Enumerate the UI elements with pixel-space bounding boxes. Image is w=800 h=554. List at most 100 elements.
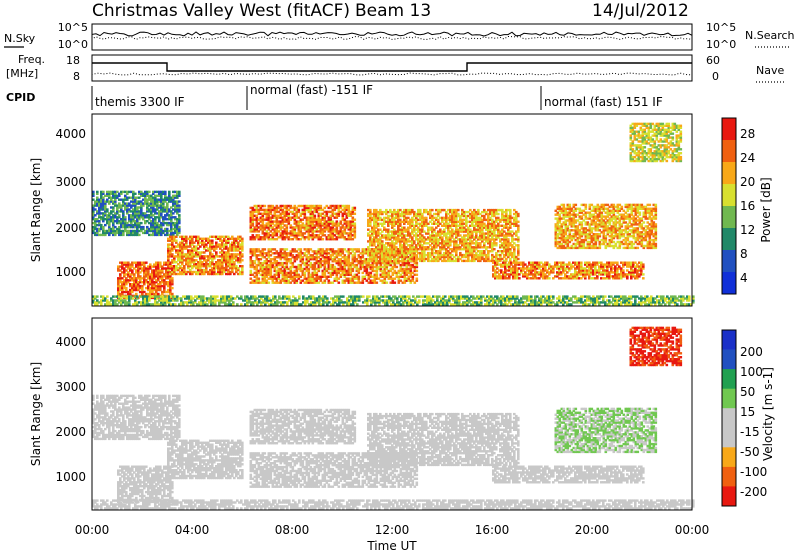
power-cell — [497, 212, 500, 216]
power-cell — [181, 245, 184, 248]
power-cell — [305, 208, 309, 212]
power-cell — [269, 273, 273, 276]
power-cell — [265, 260, 269, 263]
power-cell — [173, 239, 176, 242]
frequency-label-1: Freq. — [18, 53, 45, 66]
power-cell — [323, 260, 327, 263]
power-cell — [335, 238, 339, 241]
power-cell — [321, 228, 325, 231]
power-cell — [166, 204, 169, 207]
power-cell — [197, 263, 200, 266]
power-cell — [281, 204, 285, 208]
power-cell — [163, 263, 166, 266]
power-cell — [333, 265, 337, 269]
power-cell — [377, 234, 380, 237]
power-cell — [295, 226, 299, 229]
power-cell — [173, 272, 176, 276]
power-cell — [307, 230, 311, 233]
power-cell — [341, 281, 345, 284]
power-cell — [175, 239, 178, 242]
power-cell — [313, 281, 317, 284]
power-cell — [102, 208, 105, 211]
power-cell — [183, 259, 186, 262]
power-cell — [303, 277, 307, 280]
power-cell — [327, 236, 331, 239]
power-cell — [343, 254, 347, 257]
power-cell — [155, 275, 158, 278]
power-cell — [267, 256, 271, 259]
power-cell — [283, 279, 287, 282]
power-cell — [145, 273, 148, 276]
power-cell — [275, 210, 279, 214]
power-cell — [363, 261, 367, 265]
power-cell — [117, 269, 120, 272]
power-cell — [221, 251, 224, 254]
power-cell — [333, 256, 337, 259]
power-cell — [289, 230, 293, 233]
power-cell — [387, 253, 390, 257]
power-cell — [339, 275, 343, 278]
power-cell — [375, 222, 378, 225]
power-cell — [149, 286, 152, 290]
power-cell — [323, 279, 327, 282]
power-cell — [211, 245, 214, 248]
power-cell — [263, 212, 267, 215]
power-cell — [143, 261, 146, 264]
power-cell — [341, 267, 345, 271]
power-cell — [172, 194, 175, 197]
power-cell — [170, 200, 173, 203]
power-cell — [373, 265, 377, 269]
power-cell — [349, 210, 353, 214]
power-cell — [257, 250, 261, 253]
power-cell — [249, 261, 253, 265]
power-cell — [199, 241, 202, 244]
power-cell — [150, 202, 153, 205]
power-cell — [327, 248, 331, 251]
power-cell — [213, 245, 216, 248]
power-cell — [327, 206, 331, 210]
power-cell — [371, 279, 375, 282]
power-cell — [387, 252, 391, 255]
power-cell — [108, 223, 111, 227]
power-cell — [355, 248, 359, 251]
power-cell — [281, 208, 285, 212]
power-cell — [221, 259, 224, 262]
power-cell — [183, 272, 186, 276]
power-cell — [379, 244, 382, 247]
power-cell — [307, 224, 311, 227]
power-cell — [381, 244, 384, 247]
power-cell — [283, 275, 287, 278]
power-cell — [283, 212, 287, 215]
power-cell — [119, 277, 122, 280]
power-cell — [351, 238, 355, 241]
power-cell — [183, 265, 186, 268]
power-cell — [367, 275, 371, 278]
power-cell — [391, 265, 395, 269]
power-cell — [170, 220, 173, 223]
power-cell — [231, 259, 234, 262]
power-cell — [347, 214, 351, 217]
power-cell — [387, 261, 391, 265]
power-cell — [265, 281, 269, 284]
power-cell — [177, 266, 180, 270]
power-cell — [393, 271, 397, 275]
power-cell — [135, 263, 138, 266]
power-cell — [235, 241, 238, 244]
power-cell — [164, 192, 167, 195]
power-cell — [383, 236, 386, 239]
power-cell — [301, 267, 305, 271]
power-cell — [94, 231, 97, 235]
power-cell — [261, 254, 265, 257]
power-cell — [261, 212, 265, 215]
power-cell — [365, 258, 369, 261]
power-cell — [381, 275, 385, 278]
power-cell — [124, 227, 127, 231]
power-cell — [343, 260, 347, 263]
power-cell — [277, 277, 281, 280]
power-cell — [339, 261, 343, 265]
power-cell — [102, 225, 105, 229]
power-cell — [353, 230, 357, 233]
power-cell — [223, 268, 226, 272]
power-cell — [285, 236, 289, 239]
power-cell — [283, 218, 287, 221]
